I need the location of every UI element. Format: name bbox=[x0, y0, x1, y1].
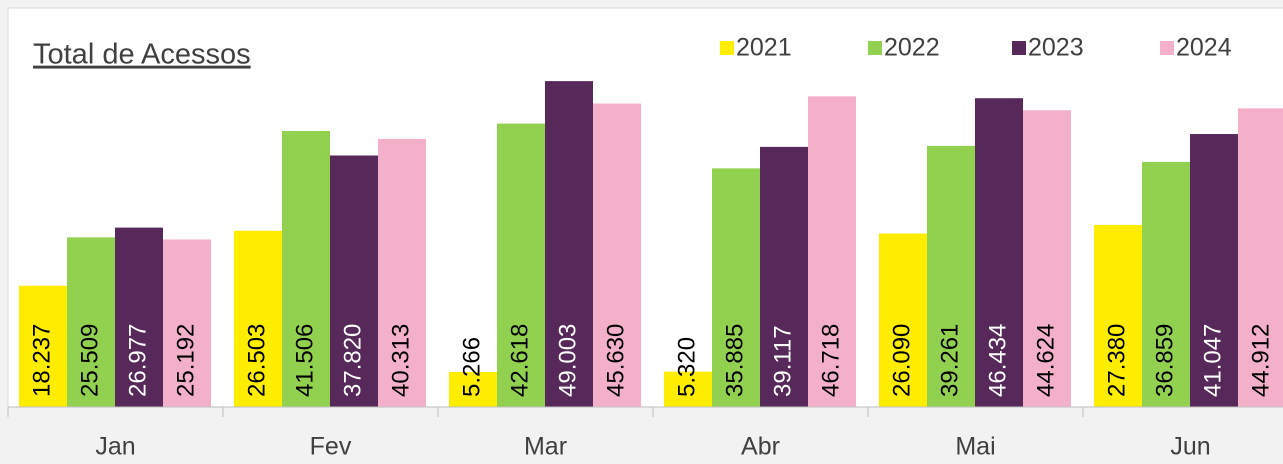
legend-swatch bbox=[1160, 41, 1174, 55]
data-label: 5.320 bbox=[673, 337, 700, 397]
bar bbox=[282, 130, 330, 407]
data-label: 46.718 bbox=[817, 324, 844, 397]
data-label: 5.266 bbox=[458, 337, 485, 397]
legend-label: 2022 bbox=[884, 34, 940, 62]
x-tick-label: Mai bbox=[955, 433, 995, 461]
legend-label: 2021 bbox=[736, 34, 792, 62]
bar bbox=[664, 371, 712, 407]
x-tick-label: Fev bbox=[310, 433, 352, 461]
data-label: 25.192 bbox=[172, 324, 199, 397]
data-label: 41.047 bbox=[1199, 324, 1226, 397]
chart-title: Total de Acessos bbox=[33, 39, 251, 71]
legend-label: 2024 bbox=[1176, 34, 1232, 62]
bar bbox=[927, 145, 975, 407]
bar bbox=[497, 123, 545, 407]
bar bbox=[808, 96, 856, 407]
data-label: 37.820 bbox=[339, 324, 366, 397]
bar bbox=[1190, 134, 1238, 407]
bar bbox=[593, 103, 641, 408]
bar bbox=[378, 138, 426, 407]
bar bbox=[760, 146, 808, 407]
data-label: 35.885 bbox=[721, 324, 748, 397]
data-label: 25.509 bbox=[76, 324, 103, 397]
x-tick-label: Jan bbox=[95, 433, 135, 461]
bar bbox=[234, 230, 282, 407]
data-label: 44.912 bbox=[1247, 324, 1274, 397]
bar bbox=[712, 168, 760, 407]
bar bbox=[1238, 108, 1283, 407]
data-label: 45.630 bbox=[602, 324, 629, 397]
data-label: 42.618 bbox=[506, 324, 533, 397]
data-label: 49.003 bbox=[554, 324, 581, 397]
bar bbox=[1094, 224, 1142, 407]
bar bbox=[1142, 161, 1190, 407]
data-label: 39.117 bbox=[769, 325, 796, 397]
bar bbox=[545, 81, 593, 407]
x-tick-label: Abr bbox=[741, 433, 780, 461]
bar bbox=[67, 237, 115, 407]
data-label: 18.237 bbox=[28, 324, 55, 397]
data-label: 44.624 bbox=[1032, 324, 1059, 397]
data-label: 39.261 bbox=[936, 324, 963, 397]
bar bbox=[975, 98, 1023, 407]
bar bbox=[449, 371, 497, 407]
data-label: 26.977 bbox=[124, 324, 151, 397]
x-tick-label: Mar bbox=[524, 433, 567, 461]
x-tick-label: Jun bbox=[1170, 433, 1210, 461]
data-label: 36.859 bbox=[1151, 324, 1178, 397]
legend-swatch bbox=[868, 41, 882, 55]
data-label: 26.090 bbox=[888, 324, 915, 397]
bar bbox=[163, 239, 211, 407]
bar bbox=[1023, 110, 1071, 407]
data-label: 26.503 bbox=[243, 324, 270, 397]
data-label: 46.434 bbox=[984, 324, 1011, 397]
bar bbox=[115, 227, 163, 407]
bar bbox=[330, 155, 378, 407]
bar bbox=[879, 233, 927, 407]
data-label: 27.380 bbox=[1103, 324, 1130, 397]
legend-swatch bbox=[720, 41, 734, 55]
data-label: 40.313 bbox=[387, 324, 414, 397]
data-label: 41.506 bbox=[291, 324, 318, 397]
legend-label: 2023 bbox=[1028, 34, 1084, 62]
legend-swatch bbox=[1012, 41, 1026, 55]
bar bbox=[19, 285, 67, 407]
